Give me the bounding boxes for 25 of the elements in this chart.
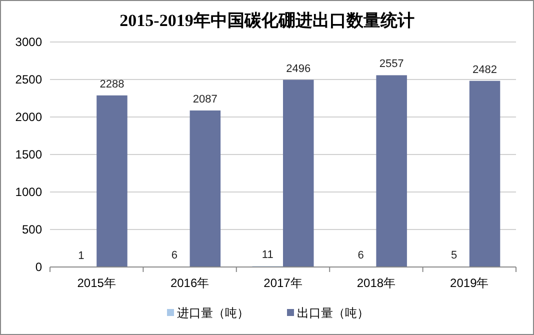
data-label: 2288 [100, 78, 124, 90]
data-label: 1 [78, 250, 84, 262]
y-tick-label: 1000 [15, 185, 42, 200]
y-tick-label: 3000 [15, 35, 42, 50]
data-label: 2482 [472, 64, 498, 76]
x-tick-label: 2018年 [356, 276, 396, 290]
x-tick-label: 2016年 [170, 276, 210, 290]
y-tick-label: 0 [35, 260, 42, 274]
data-label: 5 [450, 250, 458, 262]
y-tick-label: 2000 [15, 110, 42, 124]
x-tick-label: 2019年 [450, 276, 489, 290]
chart-title: 2015-2019年中国碳化硼进出口数量统计 [120, 11, 414, 30]
y-tick-label: 500 [22, 222, 42, 237]
y-tick-label: 1500 [15, 148, 42, 162]
x-tick-label: 2015年 [77, 276, 116, 290]
data-label: 2087 [192, 93, 218, 106]
legend-label: 出口量（吨） [297, 306, 369, 320]
data-label: 6 [171, 250, 178, 262]
data-label: 11 [262, 249, 274, 262]
y-tick-label: 2500 [15, 72, 42, 87]
data-label: 6 [358, 250, 364, 262]
legend-label: 进口量（吨） [177, 306, 249, 320]
data-label: 2496 [286, 62, 311, 75]
data-label: 2557 [379, 58, 404, 70]
x-tick-label: 2017年 [264, 276, 302, 290]
